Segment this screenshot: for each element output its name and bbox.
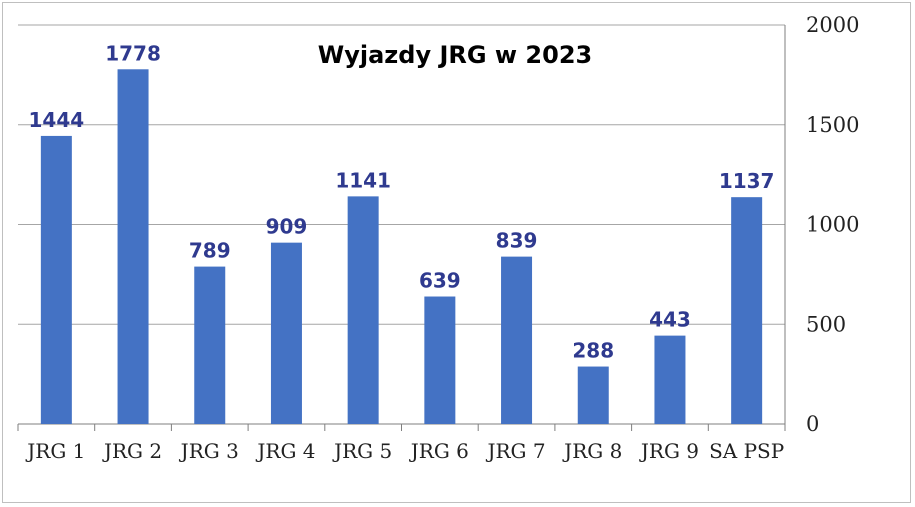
x-category-label: JRG 5 [332, 439, 392, 463]
y-tick-label: 0 [806, 412, 819, 436]
data-label: 1444 [29, 108, 85, 132]
x-category-label: SA PSP [709, 439, 784, 463]
data-labels: 1444 1778 789 909 1141 639 839 288 443 1137 [29, 41, 775, 362]
bar-jrg-8 [577, 366, 609, 424]
data-label: 1137 [719, 169, 775, 193]
x-category-label: JRG 3 [179, 439, 239, 463]
bar-jrg-1 [40, 135, 72, 424]
data-label: 1778 [105, 41, 161, 65]
x-category-label: JRG 9 [639, 439, 699, 463]
bar-sa-psp [731, 197, 763, 424]
x-category-label: JRG 6 [409, 439, 469, 463]
bar-jrg-7 [501, 256, 533, 424]
y-tick-label: 2000 [806, 13, 859, 37]
x-axis-categories: JRG 1 JRG 2 JRG 3 JRG 4 JRG 5 JRG 6 JRG 7 JRG 8… [25, 439, 784, 463]
bars [40, 69, 763, 424]
bar-jrg-3 [194, 266, 226, 424]
bar-jrg-2 [117, 69, 149, 424]
data-label: 1141 [335, 168, 391, 192]
x-category-label: JRG 1 [25, 439, 85, 463]
y-tick-label: 1000 [806, 213, 859, 237]
chart-title: Wyjazdy JRG w 2023 [318, 41, 592, 69]
y-tick-label: 1500 [806, 113, 859, 137]
x-category-label: JRG 2 [102, 439, 162, 463]
y-axis-ticks: 0 500 1000 1500 2000 [806, 13, 859, 436]
data-label: 909 [266, 215, 308, 239]
x-category-label: JRG 7 [485, 439, 545, 463]
bar-jrg-4 [270, 242, 302, 424]
data-label: 443 [649, 308, 691, 332]
data-label: 839 [496, 229, 538, 253]
x-category-label: JRG 4 [255, 439, 315, 463]
data-label: 789 [189, 239, 231, 263]
bar-jrg-5 [347, 196, 379, 424]
bar-jrg-9 [654, 335, 686, 424]
y-tick-label: 500 [806, 312, 846, 336]
data-label: 639 [419, 269, 461, 293]
x-category-label: JRG 8 [562, 439, 622, 463]
data-label: 288 [572, 339, 614, 363]
bar-jrg-6 [424, 296, 456, 424]
